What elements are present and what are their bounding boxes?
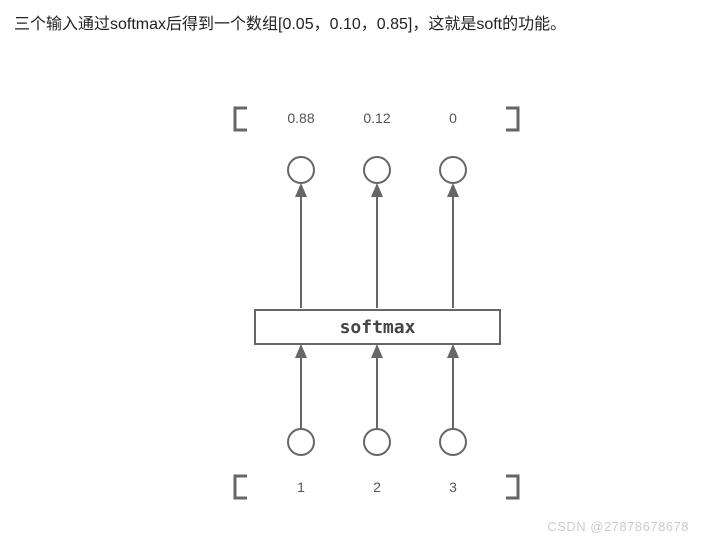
output-node-1 bbox=[364, 157, 390, 183]
caption-text: 三个输入通过softmax后得到一个数组[0.05，0.10，0.85]，这就是… bbox=[14, 10, 566, 34]
bottom-bracket-left bbox=[235, 476, 247, 498]
softmax-diagram: softmax 0.88 1 0.12 2 0 3 bbox=[0, 50, 709, 540]
input-value-2: 3 bbox=[449, 479, 457, 495]
top-bracket-left bbox=[235, 108, 247, 130]
output-node-0 bbox=[288, 157, 314, 183]
input-value-1: 2 bbox=[373, 479, 381, 495]
output-node-2 bbox=[440, 157, 466, 183]
softmax-label: softmax bbox=[340, 317, 416, 338]
output-value-0: 0.88 bbox=[287, 110, 314, 126]
output-value-1: 0.12 bbox=[363, 110, 390, 126]
input-node-1 bbox=[364, 429, 390, 455]
input-node-2 bbox=[440, 429, 466, 455]
top-bracket-right bbox=[506, 108, 518, 130]
bottom-bracket-right bbox=[506, 476, 518, 498]
input-value-0: 1 bbox=[297, 479, 305, 495]
input-node-0 bbox=[288, 429, 314, 455]
output-value-2: 0 bbox=[449, 110, 457, 126]
watermark: CSDN @27878678678 bbox=[547, 519, 689, 534]
